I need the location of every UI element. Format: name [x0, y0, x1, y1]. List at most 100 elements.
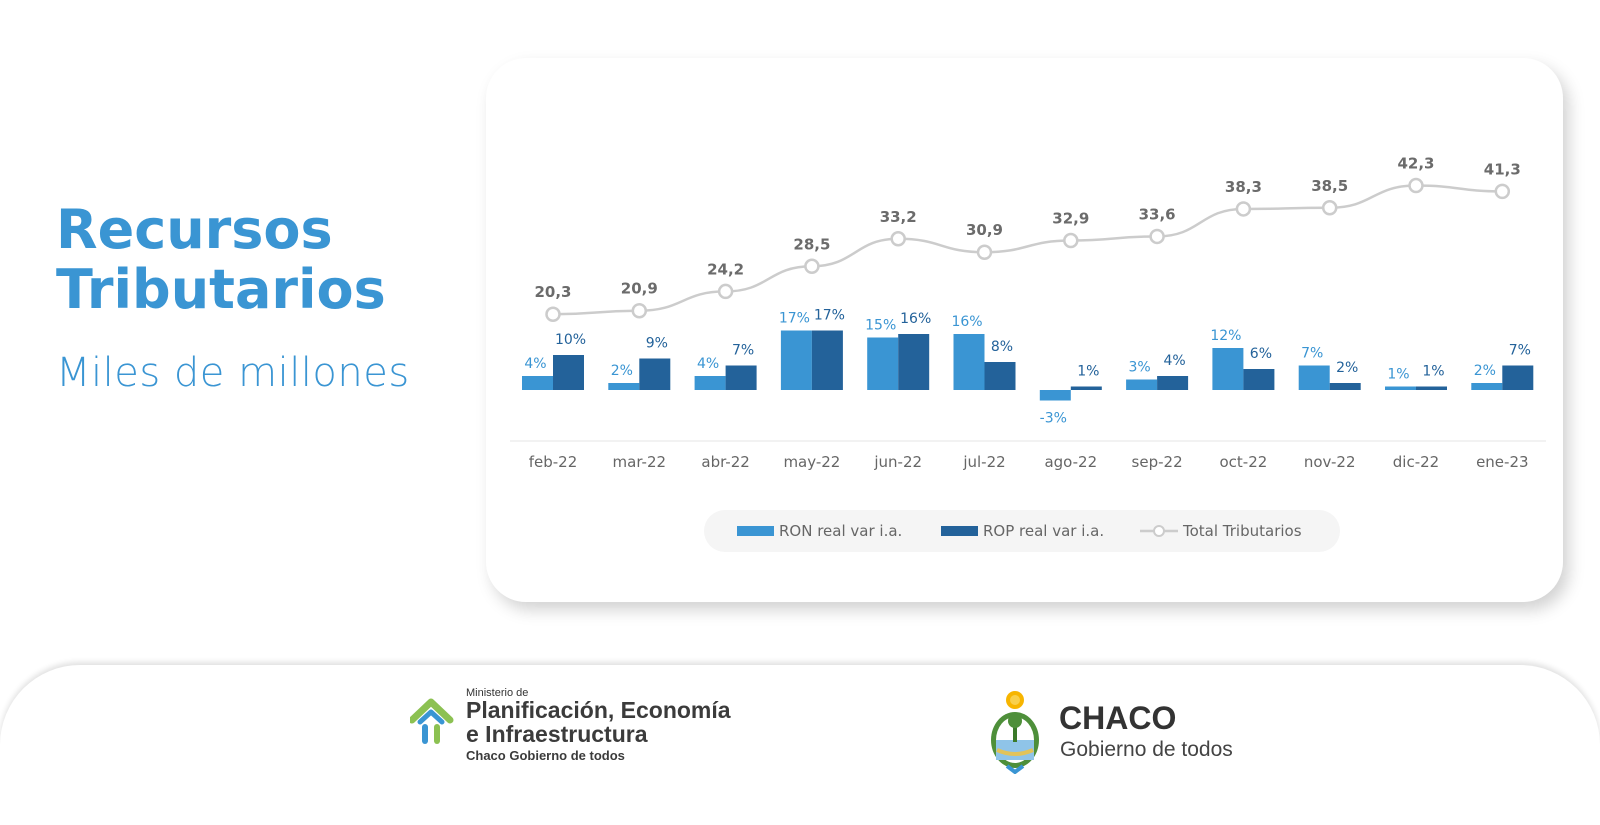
x-tick-label: nov-22: [1304, 453, 1356, 471]
page-subtitle: Miles de millones: [56, 350, 410, 396]
province-name: CHACO: [1059, 700, 1177, 736]
data-label-rop: 16%: [900, 311, 931, 327]
data-label-total: 20,9: [621, 280, 658, 298]
x-tick-label: may-22: [783, 453, 840, 471]
ministry-small-label: Ministerio de: [466, 687, 529, 699]
bar-rop: [811, 330, 843, 390]
house-icon: [410, 698, 454, 744]
bar-ron: [608, 383, 640, 390]
ministry-name: Planificación, Economía e Infraestructur…: [466, 698, 731, 746]
x-tick-label: ago-22: [1044, 453, 1097, 471]
bar-rop: [898, 334, 930, 390]
ministry-name-line-2: e Infraestructura: [466, 721, 648, 747]
data-label-rop: 4%: [1163, 353, 1185, 369]
data-label-ron: 2%: [611, 363, 633, 379]
legend-swatch-ron: [737, 526, 774, 536]
bar-rop: [1157, 376, 1189, 390]
legend-swatch-rop: [941, 526, 978, 536]
data-label-total: 38,5: [1311, 177, 1348, 195]
bar-ron: [953, 334, 985, 390]
province-motto: Gobierno de todos: [1060, 738, 1233, 761]
bar-ron: [1212, 348, 1244, 390]
data-label-total: 30,9: [966, 221, 1003, 239]
ministry-logo: Ministerio de Planificación, Economía e …: [410, 684, 760, 764]
data-label-total: 33,6: [1139, 205, 1176, 223]
x-tick-label: feb-22: [529, 453, 578, 471]
bar-ron: [867, 337, 899, 390]
title-line-2: Tributarios: [56, 258, 386, 321]
line-point-total: [545, 306, 561, 322]
data-label-total: 33,2: [880, 208, 917, 226]
data-label-rop: 8%: [991, 339, 1013, 355]
title-line-1: Recursos: [56, 198, 333, 261]
data-label-ron: 15%: [865, 318, 896, 334]
bar-ron: [1039, 390, 1071, 401]
data-label-ron: 4%: [697, 356, 719, 372]
data-label-rop: 2%: [1336, 360, 1358, 376]
data-label-rop: 9%: [646, 336, 668, 352]
bar-rop: [1070, 386, 1102, 390]
bar-rop: [553, 355, 584, 390]
line-point-total: [976, 244, 993, 260]
data-label-total: 20,3: [534, 283, 571, 301]
data-label-ron: 7%: [1301, 346, 1323, 362]
bar-ron: [694, 376, 726, 390]
line-point-total: [890, 231, 906, 247]
data-label-rop: 1%: [1422, 364, 1444, 380]
line-point-total: [1149, 228, 1165, 245]
data-label-ron: 2%: [1474, 363, 1496, 379]
legend-label-total: Total Tributarios: [1182, 522, 1302, 540]
chart-svg: 4% 10% 20,3 feb-22 2% 9% 20,9 mar-22 4% 7% 24,2 abr…: [510, 155, 1546, 552]
legend-label-rop: ROP real var i.a.: [983, 522, 1104, 540]
line-point-total: [804, 258, 820, 275]
legend-box: [704, 510, 1340, 552]
coat-of-arms-icon: [991, 691, 1039, 774]
province-logo: CHACO Gobierno de todos: [985, 688, 1265, 778]
footer: [0, 665, 1600, 825]
data-label-ron: 17%: [779, 311, 810, 327]
data-label-ron: 12%: [1210, 328, 1241, 344]
page-title: Recursos Tributarios: [56, 200, 386, 320]
bar-rop: [1329, 383, 1361, 390]
x-tick-label: dic-22: [1393, 453, 1439, 471]
data-label-total: 41,3: [1484, 160, 1521, 178]
data-label-rop: 1%: [1077, 364, 1099, 380]
line-point-total: [1494, 183, 1511, 200]
data-label-rop: 17%: [814, 308, 845, 324]
bar-ron: [1471, 383, 1503, 390]
x-tick-label: jul-22: [962, 453, 1005, 471]
chart-card: 4% 10% 20,3 feb-22 2% 9% 20,9 mar-22 4% 7% 24,2 abr…: [486, 58, 1563, 602]
line-point-total: [1321, 200, 1338, 216]
bar-rop: [1502, 365, 1534, 390]
bar-ron: [1385, 386, 1416, 390]
legend-label-ron: RON real var i.a.: [779, 522, 902, 540]
x-tick-label: sep-22: [1132, 453, 1183, 471]
bar-ron: [780, 330, 812, 390]
line-point-total: [717, 283, 734, 300]
data-label-total: 38,3: [1225, 178, 1262, 196]
bar-ron: [1126, 379, 1158, 390]
bar-ron: [1298, 365, 1330, 390]
x-tick-label: jun-22: [873, 453, 922, 471]
x-tick-label: oct-22: [1219, 453, 1267, 471]
bar-rop: [1243, 369, 1275, 390]
data-label-total: 42,3: [1397, 155, 1434, 173]
bar-rop: [639, 358, 671, 390]
x-tick-label: mar-22: [613, 453, 667, 471]
data-label-total: 32,9: [1052, 210, 1089, 228]
bar-rop: [1416, 386, 1447, 390]
data-label-ron: 16%: [951, 314, 982, 330]
data-label-total: 24,2: [707, 260, 744, 278]
data-label-ron: 3%: [1128, 360, 1150, 376]
ministry-tagline: Chaco Gobierno de todos: [466, 748, 625, 763]
data-label-ron: -3%: [1040, 411, 1067, 427]
x-tick-label: ene-23: [1476, 453, 1528, 471]
data-label-rop: 7%: [1509, 343, 1531, 359]
x-tick-label: abr-22: [701, 453, 749, 471]
line-point-total: [1063, 232, 1079, 249]
bar-rop: [725, 365, 757, 390]
line-point-total: [1235, 201, 1252, 217]
bar-rop: [984, 362, 1016, 390]
line-point-total: [1408, 177, 1424, 194]
line-point-total: [631, 302, 648, 319]
